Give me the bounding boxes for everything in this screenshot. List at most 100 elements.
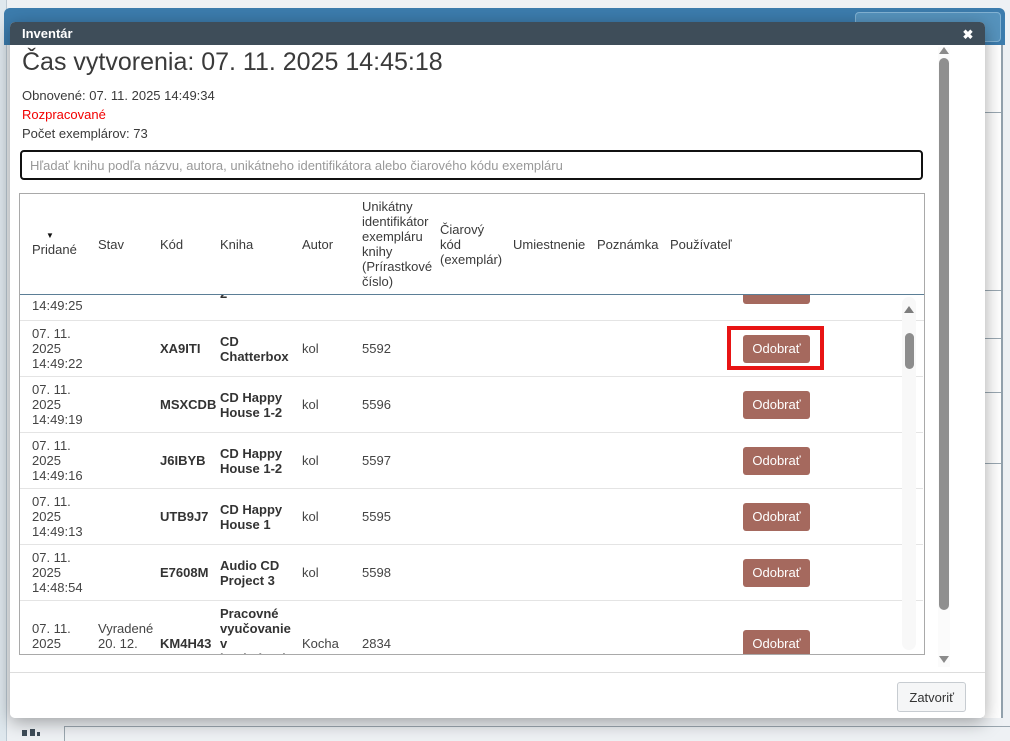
cell-kod: KM4H43 <box>160 636 212 651</box>
remove-button[interactable]: Odobrať <box>743 446 810 475</box>
cell-umiestnenie <box>501 433 585 489</box>
modal-scrollbar[interactable] <box>938 47 950 667</box>
cell-kniha: CD Happy House 1-2 <box>220 445 283 476</box>
column-header-umiestnenie[interactable]: Umiestnenie <box>513 236 586 252</box>
remove-button[interactable]: Odobrať <box>743 502 810 531</box>
table-row-partial: 14:49:25 2 Odobrať <box>20 295 924 321</box>
cell-kod: E7608M <box>160 565 209 580</box>
cell-ciarovy-kod <box>428 545 501 601</box>
cell-kniha: CD Chatterbox <box>220 333 289 364</box>
copies-count-label: Počet exemplárov: 73 <box>22 126 148 141</box>
column-header-pridane[interactable]: ▼ Pridané <box>20 194 86 294</box>
cell-ciarovy-kod <box>428 489 501 545</box>
table-row: 07. 11. 2025 14:49:22 XA9ITI CD Chatterb… <box>20 321 923 377</box>
cell-pouzivatel <box>658 545 731 601</box>
cell-poznamka <box>585 433 658 489</box>
background-divider <box>983 338 1001 339</box>
column-header-unikatny-identifikator[interactable]: Unikátny identifikátor exempláru knihy (… <box>362 199 433 289</box>
search-input[interactable] <box>20 150 923 180</box>
creation-time-heading: Čas vytvorenia: 07. 11. 2025 14:45:18 <box>22 48 443 76</box>
remove-button[interactable]: Odobrať <box>743 390 810 419</box>
cell-pouzivatel <box>658 489 731 545</box>
table-scrollbar-thumb[interactable] <box>905 333 914 369</box>
cell-stav <box>86 433 148 489</box>
cell-autor: kol <box>302 397 319 412</box>
inventory-modal-dialog: Inventár ✖ Čas vytvorenia: 07. 11. 2025 … <box>10 22 985 718</box>
column-header-action <box>731 194 923 294</box>
cell-unikatny-identifikator: 5598 <box>362 565 391 580</box>
column-header-poznamka[interactable]: Poznámka <box>597 236 659 252</box>
cell-ciarovy-kod <box>428 601 501 655</box>
remove-button[interactable]: Odobrať <box>743 558 810 587</box>
background-divider <box>983 463 1001 464</box>
background-right-panel <box>983 45 1003 718</box>
cell-kniha: CD Happy House 1 <box>220 501 283 532</box>
cell-pouzivatel <box>658 601 731 655</box>
background-divider <box>64 726 65 741</box>
partial-row-kniha: 2 <box>220 295 227 301</box>
cell-unikatny-identifikator: 5595 <box>362 509 391 524</box>
cell-pridane: 07. 11. 2025 14:48:54 <box>32 550 83 595</box>
cell-umiestnenie <box>501 601 585 655</box>
column-header-stav[interactable]: Stav <box>98 236 125 252</box>
background-icon-fragment <box>22 729 40 737</box>
modal-scrollbar-thumb[interactable] <box>939 58 949 610</box>
column-header-autor[interactable]: Autor <box>302 236 334 252</box>
remove-button[interactable]: Odobrať <box>743 629 810 654</box>
partial-row-time: 14:49:25 <box>32 298 83 313</box>
background-divider <box>983 112 1001 113</box>
modal-titlebar: Inventár ✖ <box>10 22 985 45</box>
sort-desc-icon: ▼ <box>46 230 54 240</box>
cell-ciarovy-kod <box>428 321 501 377</box>
cell-pouzivatel <box>658 377 731 433</box>
inventory-table: ▼ Pridané Stav Kód Kniha Autor Unikátny … <box>19 193 925 655</box>
table-row: 07. 11. 2025 14:48:51 Vyradené 20. 12. 2… <box>20 601 923 655</box>
cell-kniha: Audio CD Project 3 <box>220 557 280 588</box>
scroll-down-icon[interactable] <box>939 656 949 663</box>
close-icon[interactable]: ✖ <box>959 25 977 43</box>
cell-umiestnenie <box>501 545 585 601</box>
cell-pridane: 07. 11. 2025 14:49:19 <box>32 382 83 427</box>
column-header-pouzivatel[interactable]: Používateľ <box>670 236 732 252</box>
cell-pridane: 07. 11. 2025 14:49:13 <box>32 494 83 539</box>
cell-autor: kol <box>302 509 319 524</box>
cell-stav <box>86 545 148 601</box>
table-scrollbar[interactable] <box>902 297 916 650</box>
remove-button[interactable]: Odobrať <box>743 334 810 363</box>
header-separator <box>20 294 924 295</box>
background-divider <box>983 392 1001 393</box>
cell-stav <box>86 377 148 433</box>
cell-kod: UTB9J7 <box>160 509 209 524</box>
cell-autor: kol <box>302 341 319 356</box>
status-label: Rozpracované <box>22 107 106 122</box>
cell-autor: kol <box>302 453 319 468</box>
cell-pouzivatel <box>658 321 731 377</box>
table-body: 07. 11. 2025 14:49:22 XA9ITI CD Chatterb… <box>20 321 923 654</box>
background-divider <box>64 726 1010 727</box>
cell-kod: MSXCDB <box>160 397 217 412</box>
scroll-up-icon[interactable] <box>939 47 949 54</box>
cell-unikatny-identifikator: 5597 <box>362 453 391 468</box>
table-scroll-viewport[interactable]: 14:49:25 2 Odobrať 07. 11. 2025 14:49:22… <box>20 295 924 654</box>
cell-pridane: 07. 11. 2025 14:48:51 <box>32 621 83 654</box>
close-modal-button[interactable]: Zatvoriť <box>897 682 966 712</box>
cell-kniha: Pracovné vyučovanie v konkrétnej podobe <box>220 606 291 654</box>
cell-pridane: 07. 11. 2025 14:49:22 <box>32 326 83 371</box>
table-row: 07. 11. 2025 14:49:16 J6IBYB CD Happy Ho… <box>20 433 923 489</box>
remove-button[interactable]: Odobrať <box>743 295 810 304</box>
column-header-kniha[interactable]: Kniha <box>220 236 254 252</box>
cell-unikatny-identifikator: 5592 <box>362 341 391 356</box>
scroll-up-icon[interactable] <box>904 306 914 313</box>
table-header: ▼ Pridané Stav Kód Kniha Autor Unikátny … <box>20 194 923 294</box>
cell-stav <box>86 321 148 377</box>
cell-stav <box>86 489 148 545</box>
cell-stav: Vyradené 20. 12. 20070 <box>98 621 154 654</box>
cell-ciarovy-kod <box>428 433 501 489</box>
cell-pouzivatel <box>658 433 731 489</box>
column-header-kod[interactable]: Kód <box>160 236 184 252</box>
cell-kod: XA9ITI <box>160 341 201 356</box>
column-header-ciarovy-kod[interactable]: Čiarový kód (exemplár) <box>440 221 503 267</box>
cell-poznamka <box>585 489 658 545</box>
background-divider <box>983 290 1001 291</box>
modal-title: Inventár <box>22 26 73 41</box>
